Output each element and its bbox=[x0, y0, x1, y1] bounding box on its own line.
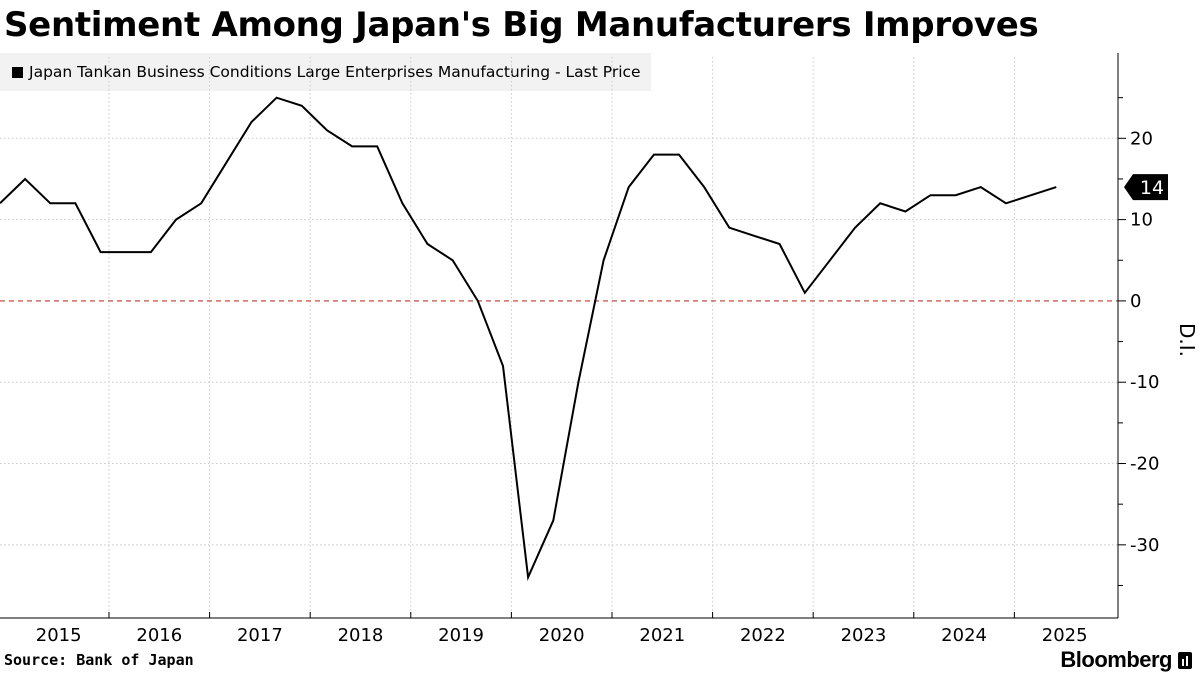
brand-name: Bloomberg bbox=[1060, 647, 1172, 672]
legend-label: Japan Tankan Business Conditions Large E… bbox=[29, 63, 641, 81]
callout-value: 14 bbox=[1140, 177, 1164, 199]
x-tick-label: 2024 bbox=[941, 625, 987, 646]
x-tick-label: 2018 bbox=[338, 625, 384, 646]
bloomberg-chart-icon bbox=[1178, 651, 1192, 669]
x-tick-label: 2016 bbox=[136, 625, 182, 646]
x-tick-label: 2023 bbox=[841, 625, 887, 646]
legend: Japan Tankan Business Conditions Large E… bbox=[0, 53, 651, 91]
axes bbox=[0, 53, 1126, 619]
last-value-callout: 14 bbox=[1124, 174, 1168, 201]
x-tick-label: 2019 bbox=[438, 625, 484, 646]
x-tick-label: 2015 bbox=[36, 625, 82, 646]
y-tick-labels: -30 -20 -10 0 10 20 bbox=[1130, 128, 1159, 556]
y-tick-label: 20 bbox=[1130, 128, 1153, 149]
grid bbox=[0, 57, 1118, 618]
x-tick-label: 2022 bbox=[740, 625, 786, 646]
y-tick-label: 0 bbox=[1130, 291, 1141, 312]
source-note: Source: Bank of Japan bbox=[4, 651, 194, 669]
y-tick-label: -20 bbox=[1130, 454, 1159, 475]
y-tick-label: -30 bbox=[1130, 535, 1159, 556]
x-tick-label: 2021 bbox=[639, 625, 685, 646]
x-tick-label: 2025 bbox=[1042, 625, 1088, 646]
x-tick-labels: 2015 2016 2017 2018 2019 2020 2021 2022 2023 2024… bbox=[36, 625, 1088, 646]
legend-swatch bbox=[12, 66, 23, 78]
series-polyline bbox=[0, 96, 1057, 582]
y-tick-label: -10 bbox=[1130, 372, 1159, 393]
callout-tag bbox=[1124, 174, 1168, 201]
y-tick-label: 10 bbox=[1130, 210, 1153, 231]
y-axis-label: D.I. bbox=[1175, 323, 1199, 357]
brand-logo: Bloomberg bbox=[1060, 647, 1192, 673]
chart-title: Sentiment Among Japan's Big Manufacturer… bbox=[4, 5, 1039, 45]
x-tick-label: 2020 bbox=[539, 625, 585, 646]
series-line bbox=[0, 96, 1057, 582]
x-tick-label: 2017 bbox=[237, 625, 283, 646]
